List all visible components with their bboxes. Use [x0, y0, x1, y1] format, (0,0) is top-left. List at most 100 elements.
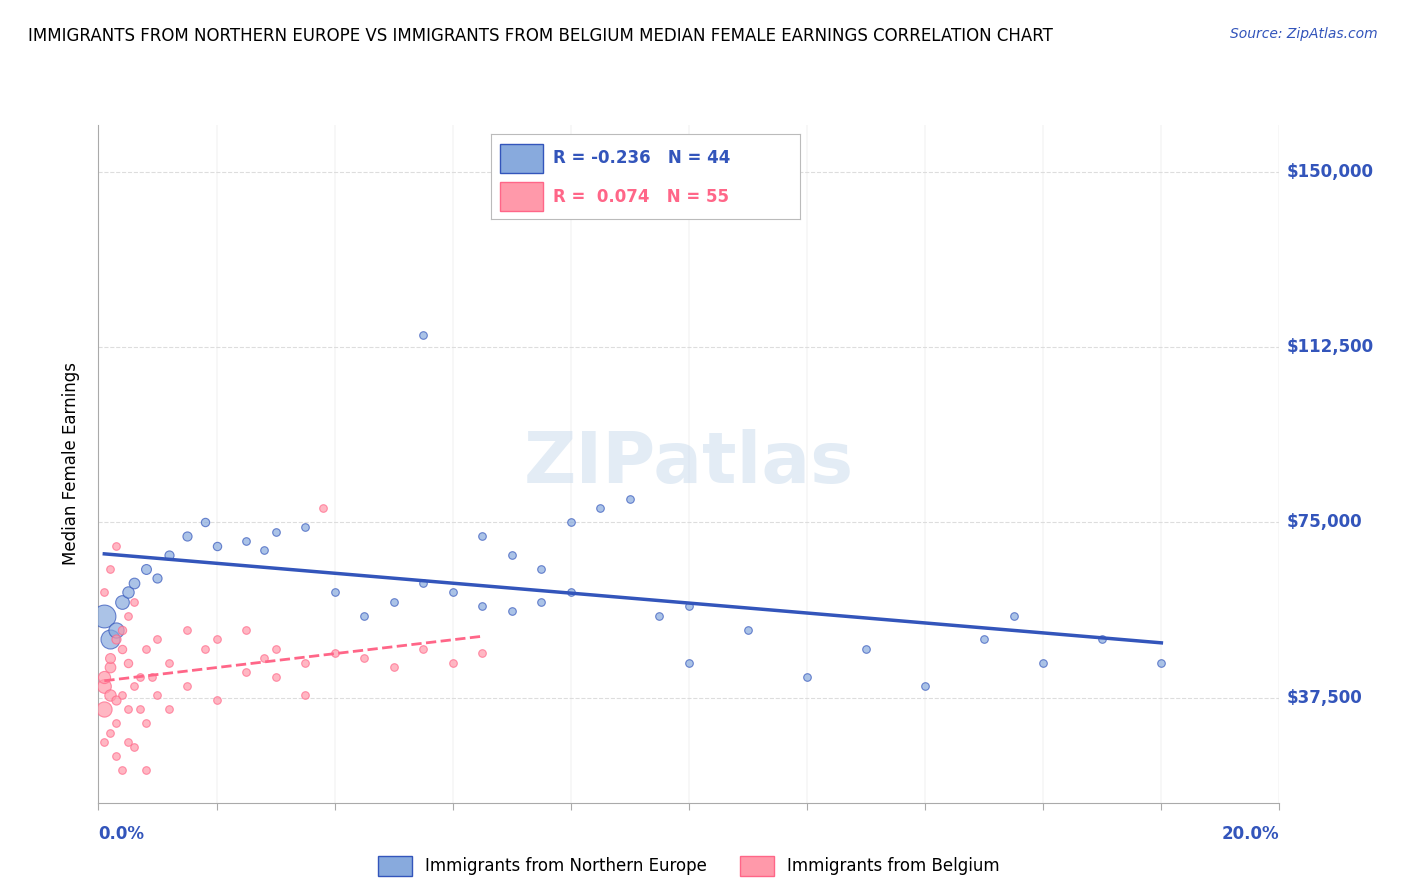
Point [105, 716, 128, 731]
Point [589, 501, 612, 516]
Point [323, 646, 346, 660]
Point [973, 632, 995, 647]
Point [471, 646, 494, 660]
Point [294, 656, 316, 670]
Point [353, 608, 375, 623]
Legend: Immigrants from Northern Europe, Immigrants from Belgium: Immigrants from Northern Europe, Immigra… [371, 849, 1007, 882]
Point [619, 491, 641, 506]
Point [105, 623, 128, 637]
Point [205, 632, 228, 647]
Point [122, 739, 145, 754]
Point [312, 501, 335, 516]
Point [111, 641, 134, 656]
Point [93, 608, 115, 623]
Point [235, 533, 257, 548]
Point [235, 623, 257, 637]
Point [530, 562, 553, 576]
Point [194, 516, 217, 530]
Point [264, 641, 287, 656]
Text: $75,000: $75,000 [1286, 513, 1362, 532]
Point [93, 679, 115, 693]
Point [1002, 608, 1025, 623]
Point [264, 524, 287, 539]
Text: R =  0.074   N = 55: R = 0.074 N = 55 [553, 187, 728, 205]
Text: $37,500: $37,500 [1286, 689, 1362, 706]
Point [157, 548, 180, 562]
Point [111, 763, 134, 777]
Point [157, 656, 180, 670]
Point [441, 585, 464, 599]
Text: $150,000: $150,000 [1286, 162, 1374, 181]
Point [560, 516, 582, 530]
Point [264, 669, 287, 683]
Point [1032, 656, 1054, 670]
Point [412, 576, 434, 591]
Point [412, 328, 434, 343]
Point [93, 669, 115, 683]
FancyBboxPatch shape [501, 182, 543, 211]
Point [128, 702, 150, 716]
Point [294, 520, 316, 534]
Text: R = -0.236   N = 44: R = -0.236 N = 44 [553, 149, 730, 168]
Point [560, 585, 582, 599]
Point [176, 623, 198, 637]
Point [441, 656, 464, 670]
Point [530, 595, 553, 609]
Point [117, 585, 139, 599]
Text: IMMIGRANTS FROM NORTHERN EUROPE VS IMMIGRANTS FROM BELGIUM MEDIAN FEMALE EARNING: IMMIGRANTS FROM NORTHERN EUROPE VS IMMIG… [28, 27, 1053, 45]
Point [382, 595, 405, 609]
Point [98, 660, 121, 674]
Point [737, 623, 759, 637]
Point [93, 585, 115, 599]
Text: Source: ZipAtlas.com: Source: ZipAtlas.com [1230, 27, 1378, 41]
Point [205, 693, 228, 707]
Point [111, 595, 134, 609]
Text: 0.0%: 0.0% [98, 825, 145, 843]
Text: 20.0%: 20.0% [1222, 825, 1279, 843]
Y-axis label: Median Female Earnings: Median Female Earnings [62, 362, 80, 566]
Point [176, 529, 198, 543]
Point [176, 679, 198, 693]
Point [135, 716, 157, 731]
FancyBboxPatch shape [501, 144, 543, 173]
Point [98, 632, 121, 647]
Point [205, 539, 228, 553]
Point [93, 702, 115, 716]
Text: $112,500: $112,500 [1286, 338, 1374, 356]
Point [1150, 656, 1173, 670]
Point [111, 688, 134, 702]
Point [678, 656, 700, 670]
Point [117, 735, 139, 749]
Point [117, 608, 139, 623]
Point [471, 599, 494, 614]
Point [855, 641, 877, 656]
Point [253, 543, 276, 558]
Point [146, 688, 169, 702]
Point [128, 669, 150, 683]
Point [501, 604, 523, 618]
Point [253, 651, 276, 665]
Point [98, 651, 121, 665]
Point [105, 539, 128, 553]
Point [122, 576, 145, 591]
Point [117, 702, 139, 716]
Point [796, 669, 818, 683]
Point [98, 688, 121, 702]
Point [98, 562, 121, 576]
Point [501, 548, 523, 562]
Point [135, 641, 157, 656]
Point [135, 562, 157, 576]
Point [98, 725, 121, 739]
Point [1091, 632, 1114, 647]
Point [105, 693, 128, 707]
Point [122, 679, 145, 693]
Point [146, 571, 169, 585]
Point [235, 665, 257, 679]
Point [105, 749, 128, 764]
Point [914, 679, 936, 693]
Point [157, 702, 180, 716]
Point [412, 641, 434, 656]
Point [194, 641, 217, 656]
Point [146, 632, 169, 647]
Point [648, 608, 671, 623]
